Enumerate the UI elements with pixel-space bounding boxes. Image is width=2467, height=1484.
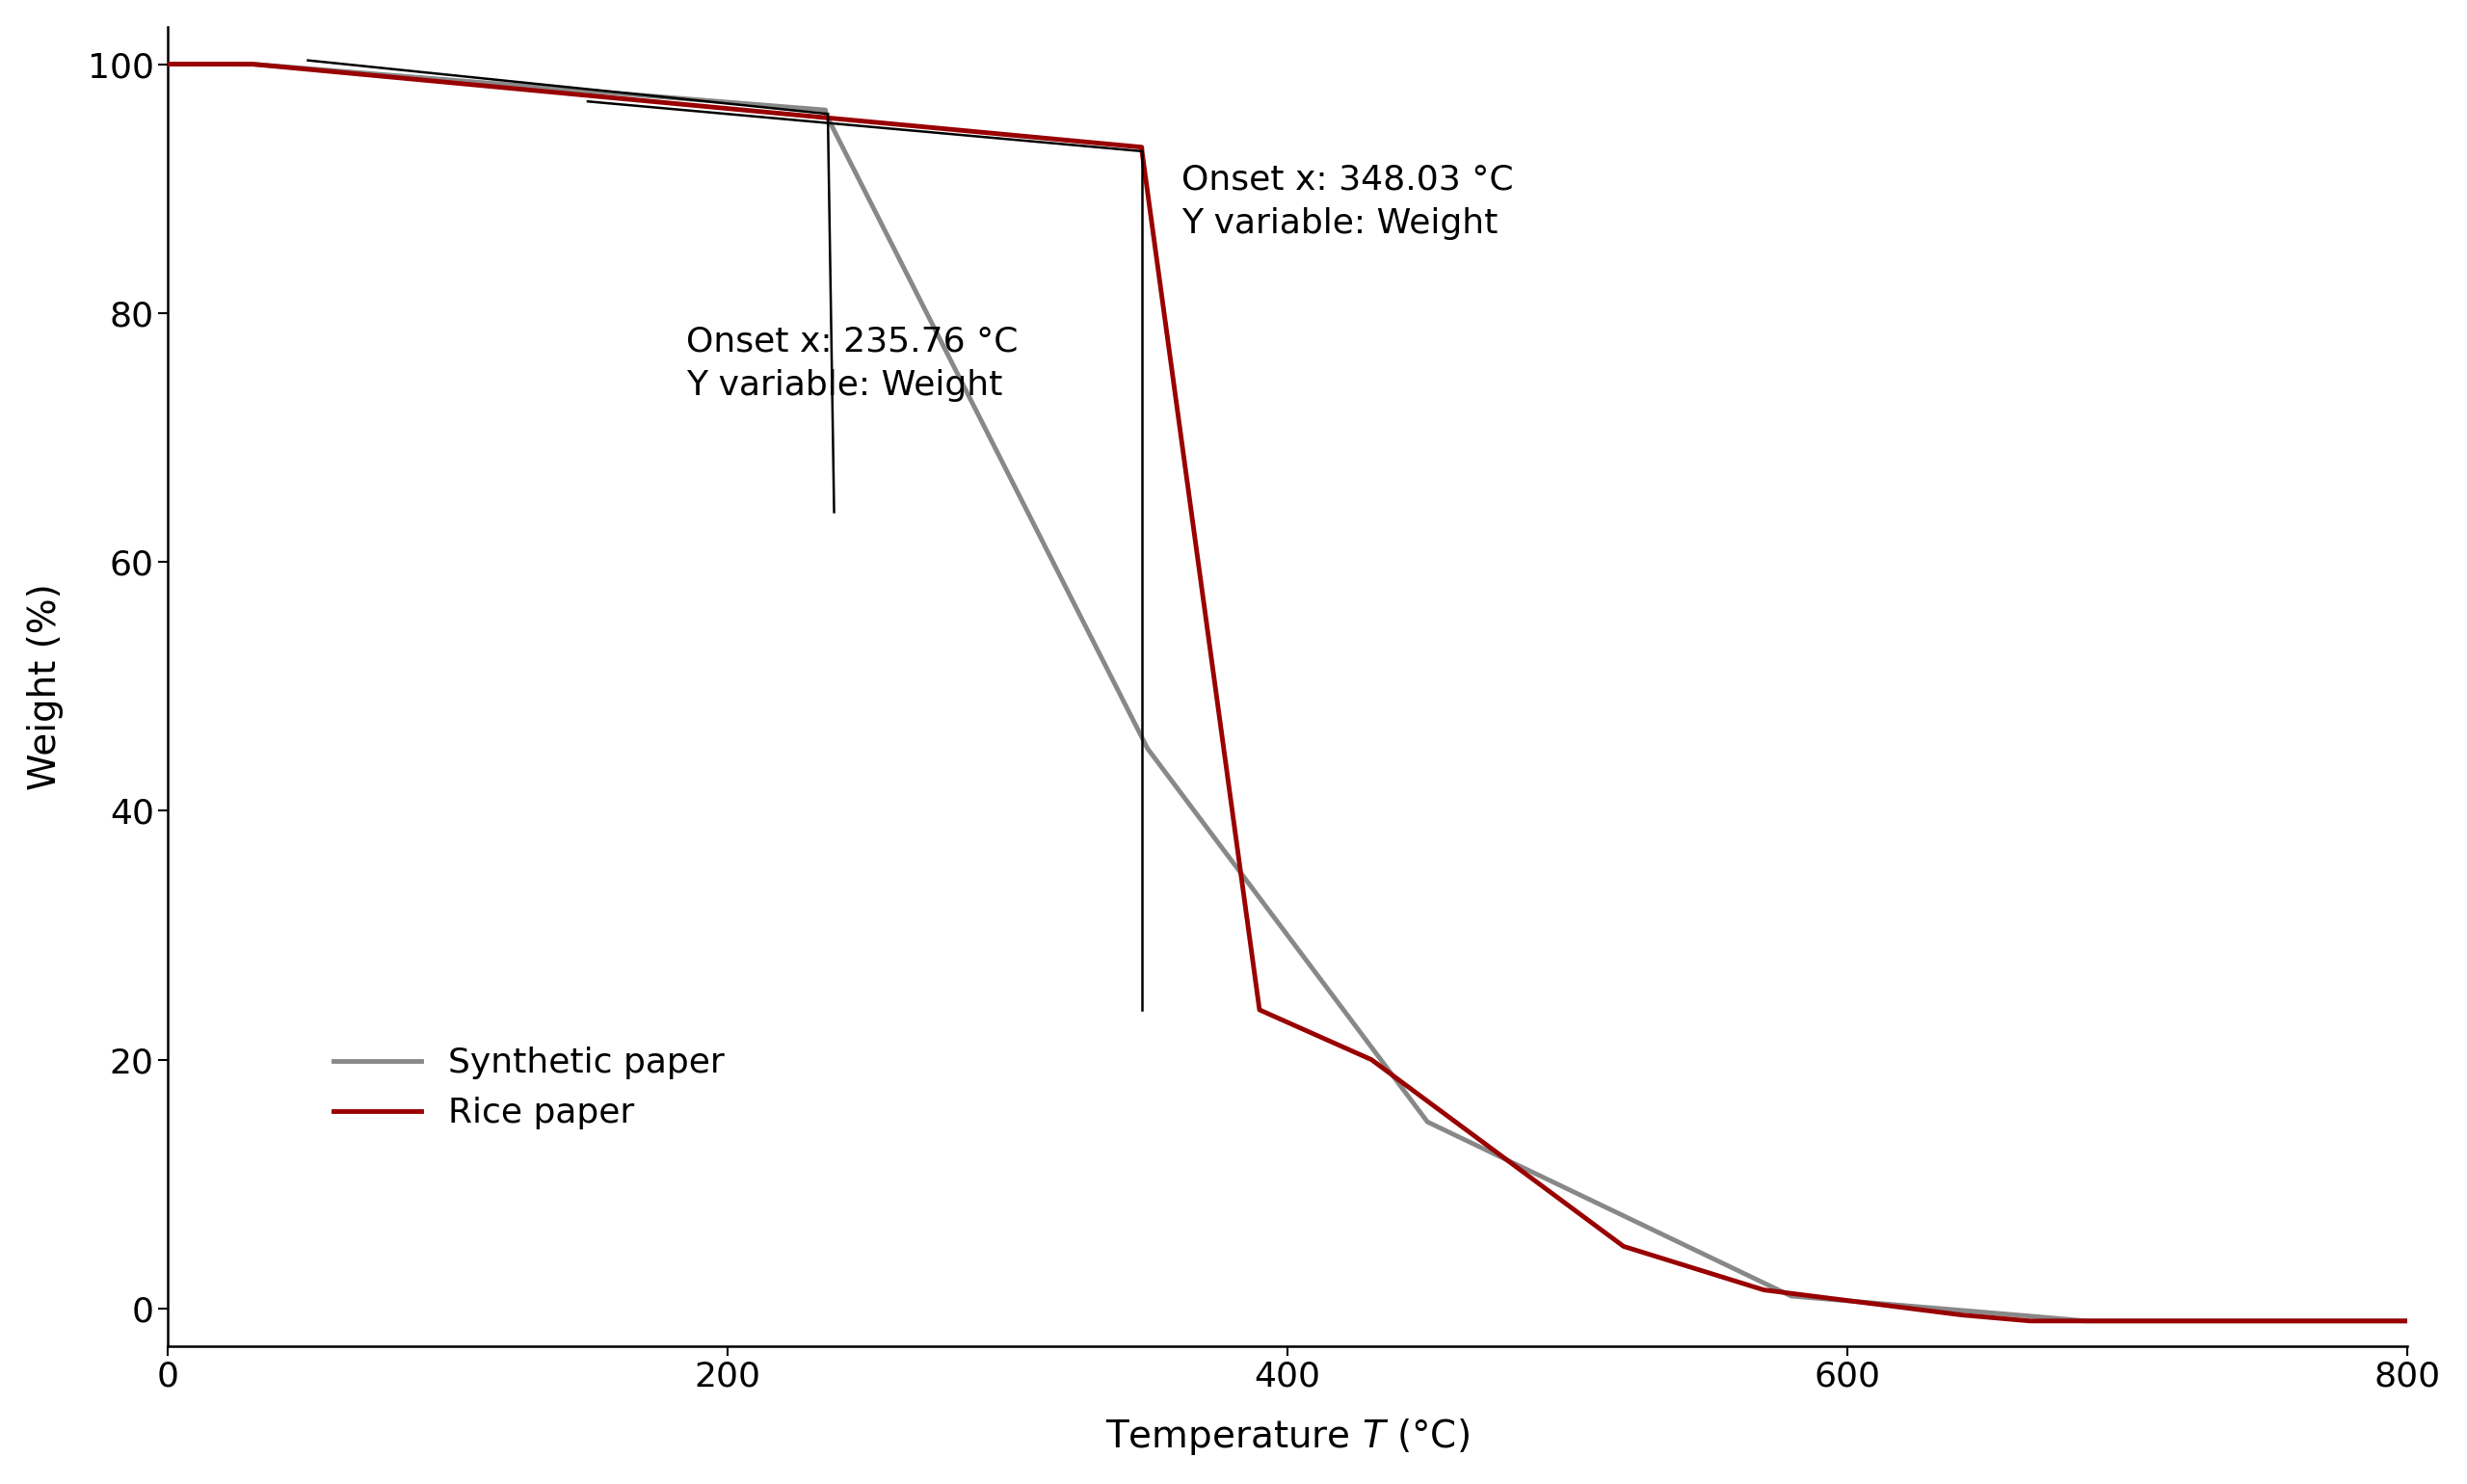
X-axis label: Temperature $\it{T}$ (°C): Temperature $\it{T}$ (°C) [1105,1417,1470,1457]
Text: Onset x: 348.03 °C
Y variable: Weight: Onset x: 348.03 °C Y variable: Weight [1182,163,1512,239]
Legend: Synthetic paper, Rice paper: Synthetic paper, Rice paper [321,1033,738,1144]
Y-axis label: Weight (%): Weight (%) [27,583,64,789]
Text: Onset x: 235.76 °C
Y variable: Weight: Onset x: 235.76 °C Y variable: Weight [686,325,1019,401]
